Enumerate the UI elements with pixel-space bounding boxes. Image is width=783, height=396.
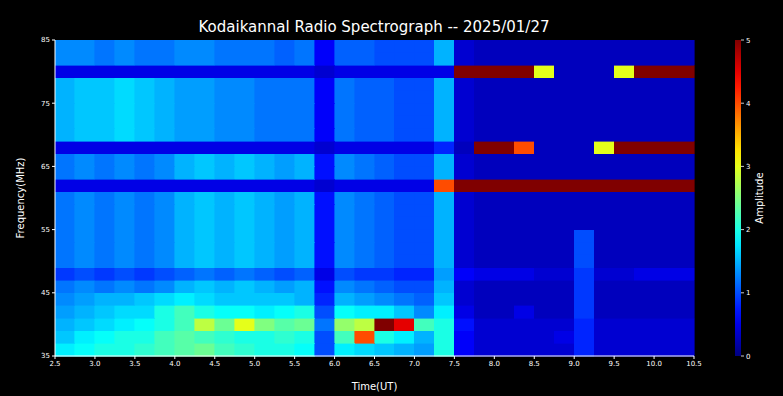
svg-text:Time(UT): Time(UT) — [351, 381, 398, 392]
svg-text:5.5: 5.5 — [289, 360, 300, 368]
svg-text:3.5: 3.5 — [129, 360, 140, 368]
svg-text:4.5: 4.5 — [209, 360, 220, 368]
svg-text:35: 35 — [41, 352, 50, 360]
svg-text:45: 45 — [41, 289, 50, 297]
svg-text:85: 85 — [41, 36, 50, 44]
svg-text:6.0: 6.0 — [329, 360, 340, 368]
svg-text:8.0: 8.0 — [489, 360, 500, 368]
svg-text:3: 3 — [746, 163, 750, 171]
svg-text:10.5: 10.5 — [686, 360, 702, 368]
svg-text:1: 1 — [746, 289, 750, 297]
svg-text:2: 2 — [746, 226, 750, 234]
svg-text:6.5: 6.5 — [369, 360, 380, 368]
svg-text:5.0: 5.0 — [249, 360, 260, 368]
svg-text:4.0: 4.0 — [169, 360, 180, 368]
svg-text:4: 4 — [746, 100, 751, 108]
svg-text:5: 5 — [746, 37, 750, 45]
svg-text:7.0: 7.0 — [409, 360, 420, 368]
svg-text:75: 75 — [41, 100, 50, 108]
svg-text:2.5: 2.5 — [49, 360, 60, 368]
svg-text:Amplitude: Amplitude — [754, 172, 765, 223]
svg-text:3.0: 3.0 — [89, 360, 100, 368]
svg-text:0: 0 — [746, 353, 750, 361]
svg-text:Frequency(MHz): Frequency(MHz) — [15, 157, 26, 238]
svg-text:55: 55 — [41, 226, 50, 234]
svg-text:65: 65 — [41, 163, 50, 171]
svg-text:8.5: 8.5 — [529, 360, 540, 368]
svg-text:10.0: 10.0 — [646, 360, 662, 368]
svg-text:7.5: 7.5 — [449, 360, 460, 368]
svg-text:9.0: 9.0 — [569, 360, 580, 368]
html-text:Kodaikannal Radio Spectrograph: Kodaikannal Radio Spectrograph -- 2025/0… — [198, 18, 550, 36]
svg-text:9.5: 9.5 — [609, 360, 620, 368]
